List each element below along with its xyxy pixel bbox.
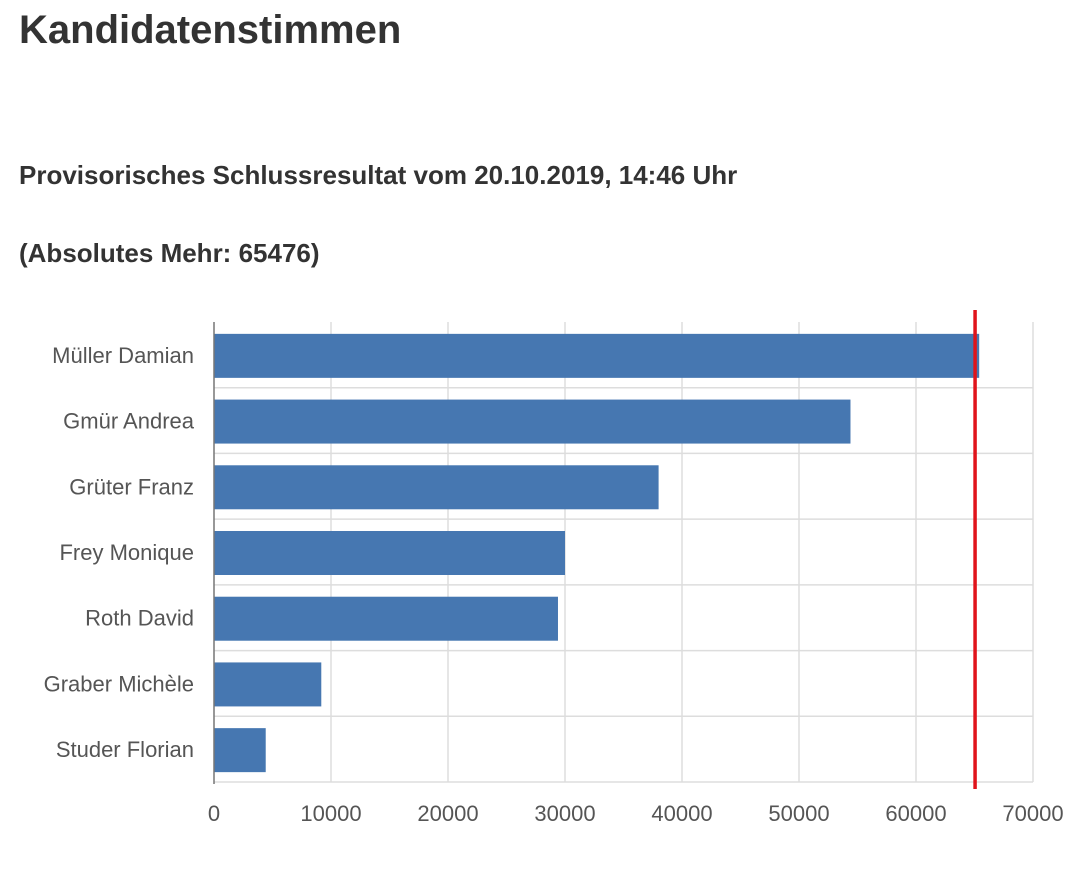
category-label: Studer Florian — [56, 737, 194, 762]
bar-grüter-franz — [214, 465, 659, 510]
x-tick-label: 30000 — [534, 801, 595, 826]
x-tick-label: 50000 — [768, 801, 829, 826]
bar-studer-florian — [214, 728, 266, 773]
category-label: Grüter Franz — [69, 474, 194, 499]
bar-gmür-andrea — [214, 399, 851, 444]
x-tick-label: 20000 — [417, 801, 478, 826]
subtitle: Provisorisches Schlussresultat vom 20.10… — [19, 160, 738, 190]
x-tick-label: 10000 — [300, 801, 361, 826]
category-label: Gmür Andrea — [63, 409, 195, 434]
bar-roth-david — [214, 596, 558, 641]
category-label: Frey Monique — [59, 540, 194, 565]
page-title: Kandidatenstimmen — [19, 8, 402, 52]
x-tick-label: 70000 — [1002, 801, 1063, 826]
absolute-majority: (Absolutes Mehr: 65476) — [19, 238, 320, 268]
bar-frey-monique — [214, 531, 565, 575]
bar-müller-damian — [214, 333, 980, 378]
x-tick-label: 0 — [208, 801, 220, 826]
category-label: Roth David — [85, 606, 194, 631]
category-label: Müller Damian — [52, 343, 194, 368]
x-tick-label: 60000 — [885, 801, 946, 826]
bar-graber-michèle — [214, 662, 322, 707]
category-label: Graber Michèle — [44, 671, 194, 696]
x-tick-label: 40000 — [651, 801, 712, 826]
